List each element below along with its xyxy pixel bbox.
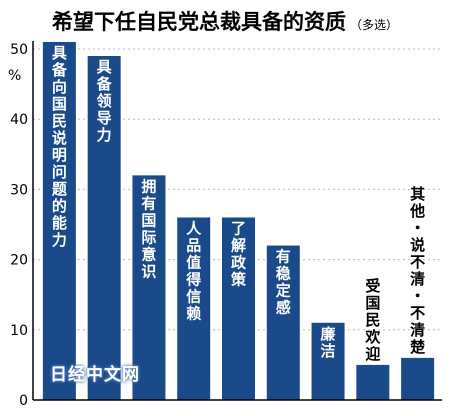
category-label-3: 拥有国际意识 — [141, 177, 156, 280]
y-tick-label-10: 10 — [10, 323, 28, 339]
watermark: 日经中文网 — [50, 365, 140, 385]
bar-6 — [266, 245, 300, 400]
category-label-8: 受国民欢迎 — [364, 277, 381, 363]
category-label-4: 人品值得信赖 — [185, 219, 202, 322]
category-label-6: 有稳定感 — [276, 248, 291, 317]
y-axis-unit: % — [8, 68, 21, 84]
y-tick-label-20: 20 — [10, 253, 28, 269]
bar-2 — [87, 56, 121, 401]
category-label-7: 廉洁 — [321, 325, 336, 360]
category-label-1: 具备向国民说明问题的能力 — [51, 44, 68, 249]
bar-5 — [222, 217, 255, 400]
axes — [32, 41, 442, 401]
bar-8 — [356, 364, 390, 400]
category-label-5: 了解政策 — [230, 219, 247, 288]
y-tick-label-50: 50 — [10, 42, 28, 58]
bars — [42, 41, 435, 401]
chart-title: 希望下任自民党总裁具备的资质 （多选） — [0, 6, 450, 36]
bar-4 — [177, 217, 211, 400]
y-tick-label-0: 0 — [19, 393, 28, 409]
category-label-9: 其他・说不清・不清楚 — [409, 185, 426, 356]
y-tick-label-30: 30 — [10, 182, 28, 198]
grid-lines — [33, 48, 442, 331]
bar-3 — [132, 175, 166, 400]
y-tick-labels: 0 10 20 30 40 50 — [10, 42, 28, 409]
bar-7 — [311, 322, 345, 400]
y-tick-label-40: 40 — [10, 112, 28, 128]
chart-subtitle: （多选） — [349, 18, 398, 32]
bar-9 — [401, 357, 435, 400]
bar-1 — [42, 41, 76, 400]
category-label-2: 具备领导力 — [96, 58, 113, 144]
chart-title-text: 希望下任自民党总裁具备的资质 — [51, 10, 346, 34]
